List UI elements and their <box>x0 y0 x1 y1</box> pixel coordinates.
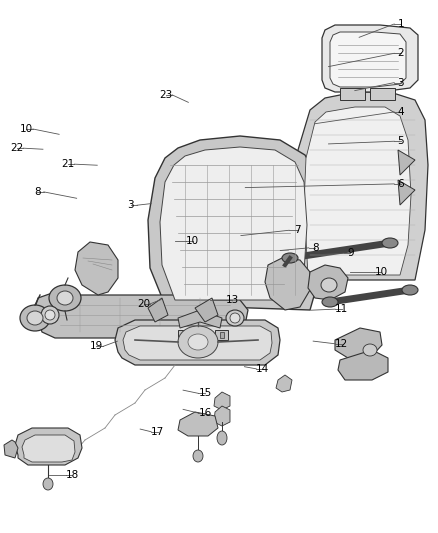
Ellipse shape <box>363 344 377 356</box>
Text: 10: 10 <box>186 236 199 246</box>
Text: 10: 10 <box>374 267 388 277</box>
Text: 11: 11 <box>335 304 348 314</box>
Polygon shape <box>195 298 218 322</box>
Polygon shape <box>148 298 168 322</box>
Ellipse shape <box>188 334 208 350</box>
Polygon shape <box>35 292 248 338</box>
Polygon shape <box>322 25 418 92</box>
Ellipse shape <box>282 253 298 263</box>
Polygon shape <box>4 440 18 458</box>
Ellipse shape <box>217 431 227 445</box>
Polygon shape <box>214 392 230 410</box>
Polygon shape <box>15 428 82 465</box>
Text: 16: 16 <box>198 408 212 418</box>
Ellipse shape <box>178 326 218 358</box>
Polygon shape <box>276 375 292 392</box>
Text: 9: 9 <box>347 248 354 258</box>
Polygon shape <box>340 88 365 100</box>
Text: 2: 2 <box>397 49 404 58</box>
Polygon shape <box>330 32 406 87</box>
Polygon shape <box>398 150 415 175</box>
Polygon shape <box>304 107 411 275</box>
Text: 22: 22 <box>10 143 23 153</box>
Polygon shape <box>22 435 75 462</box>
Ellipse shape <box>230 313 240 323</box>
Text: 15: 15 <box>198 389 212 398</box>
Text: 5: 5 <box>397 136 404 146</box>
Ellipse shape <box>321 278 337 292</box>
Text: 8: 8 <box>312 243 319 253</box>
Ellipse shape <box>322 297 338 307</box>
Polygon shape <box>214 406 230 426</box>
Text: 19: 19 <box>90 342 103 351</box>
Polygon shape <box>295 92 428 280</box>
Polygon shape <box>178 310 222 328</box>
Text: 1: 1 <box>397 19 404 29</box>
Ellipse shape <box>226 310 244 326</box>
Text: 20: 20 <box>137 299 150 309</box>
Polygon shape <box>123 326 272 360</box>
Text: 3: 3 <box>127 200 134 210</box>
Ellipse shape <box>43 478 53 490</box>
Text: 7: 7 <box>294 225 301 235</box>
Text: 17: 17 <box>151 427 164 437</box>
Polygon shape <box>115 320 280 365</box>
Polygon shape <box>75 242 118 295</box>
Polygon shape <box>148 136 323 310</box>
Ellipse shape <box>193 450 203 462</box>
Text: 14: 14 <box>256 364 269 374</box>
Text: 6: 6 <box>397 179 404 189</box>
Polygon shape <box>338 350 388 380</box>
Polygon shape <box>308 265 348 300</box>
Polygon shape <box>265 258 310 310</box>
Polygon shape <box>215 330 228 340</box>
Ellipse shape <box>41 306 59 324</box>
Ellipse shape <box>49 285 81 311</box>
Polygon shape <box>220 332 224 338</box>
Ellipse shape <box>382 238 398 248</box>
Text: 4: 4 <box>397 107 404 117</box>
Text: 12: 12 <box>335 339 348 349</box>
Polygon shape <box>398 180 415 205</box>
Text: 13: 13 <box>226 295 239 304</box>
Polygon shape <box>178 412 218 436</box>
Text: 8: 8 <box>34 187 41 197</box>
Ellipse shape <box>57 291 73 305</box>
Text: 21: 21 <box>61 159 74 169</box>
Text: 23: 23 <box>159 90 172 100</box>
Text: 18: 18 <box>66 471 79 480</box>
Polygon shape <box>370 88 395 100</box>
Ellipse shape <box>402 285 418 295</box>
Polygon shape <box>178 330 196 342</box>
Polygon shape <box>160 147 307 300</box>
Ellipse shape <box>20 305 50 331</box>
Text: 10: 10 <box>20 124 33 134</box>
Polygon shape <box>335 328 382 358</box>
Ellipse shape <box>45 310 55 320</box>
Ellipse shape <box>27 311 43 325</box>
Text: 3: 3 <box>397 78 404 87</box>
